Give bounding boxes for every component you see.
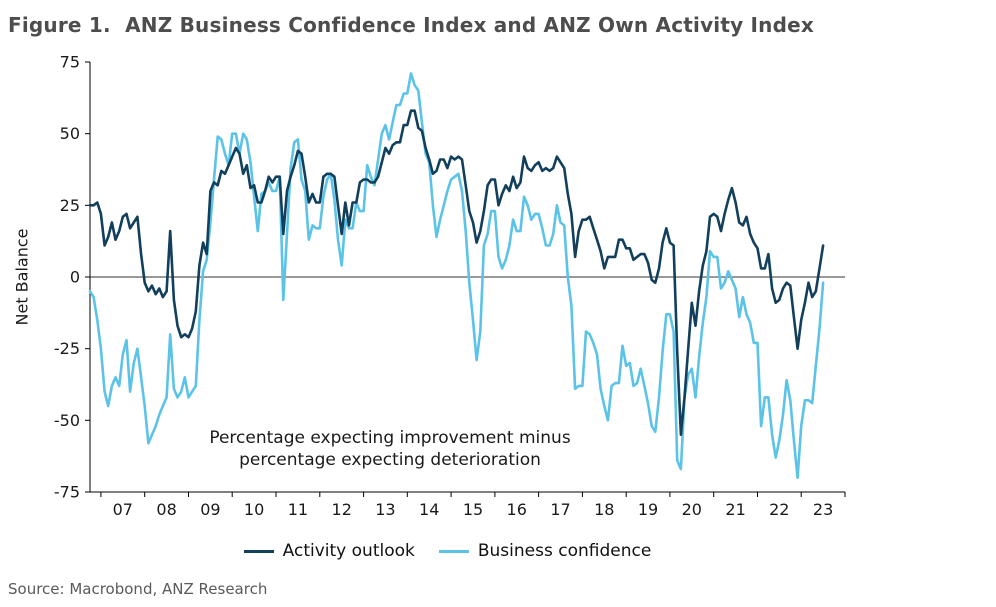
y-tick-label: -75 — [54, 483, 80, 502]
legend-label-business-confidence: Business confidence — [477, 541, 652, 561]
x-tick-label: 10 — [244, 500, 264, 519]
activity-outlook-line — [88, 109, 825, 437]
chart-annotation: Percentage expecting improvement minus p… — [140, 427, 640, 472]
x-tick-label: 18 — [594, 500, 614, 519]
x-tick-label: 17 — [550, 500, 570, 519]
x-tick-label: 11 — [288, 500, 308, 519]
x-tick-label: 15 — [463, 500, 483, 519]
y-tick-label: -25 — [54, 339, 80, 358]
x-tick-label: 09 — [200, 500, 220, 519]
x-tick-label: 20 — [682, 500, 702, 519]
x-tick-label: 08 — [156, 500, 176, 519]
legend-item-activity-outlook: Activity outlook — [243, 541, 415, 561]
x-tick-label: 19 — [638, 500, 658, 519]
x-tick-label: 22 — [769, 500, 789, 519]
source-text: Source: Macrobond, ANZ Research — [8, 580, 268, 598]
x-tick-label: 13 — [375, 500, 395, 519]
y-tick-label: 75 — [60, 53, 80, 72]
legend-label-activity-outlook: Activity outlook — [282, 541, 415, 561]
x-tick-label: 21 — [725, 500, 745, 519]
chart-legend: Activity outlook Business confidence — [70, 541, 825, 561]
legend-item-business-confidence: Business confidence — [438, 541, 652, 561]
y-tick-label: 0 — [70, 268, 80, 287]
chart-annotation-line1: Percentage expecting improvement minus — [209, 428, 571, 448]
x-tick-label: 16 — [507, 500, 527, 519]
legend-line-swatch-activity-outlook — [243, 549, 274, 553]
legend-line-swatch-business-confidence — [438, 549, 469, 553]
x-tick-label: 07 — [113, 500, 133, 519]
chart-annotation-line2: percentage expecting deterioration — [239, 450, 541, 471]
y-tick-label: 25 — [60, 196, 80, 215]
x-tick-label: 23 — [813, 500, 833, 519]
x-tick-label: 14 — [419, 500, 439, 519]
business-confidence-line — [88, 72, 825, 480]
figure-title: Figure 1. ANZ Business Confidence Index … — [8, 13, 814, 37]
y-tick-label: 50 — [60, 124, 80, 143]
y-tick-label: -50 — [54, 411, 80, 430]
x-tick-label: 12 — [332, 500, 352, 519]
